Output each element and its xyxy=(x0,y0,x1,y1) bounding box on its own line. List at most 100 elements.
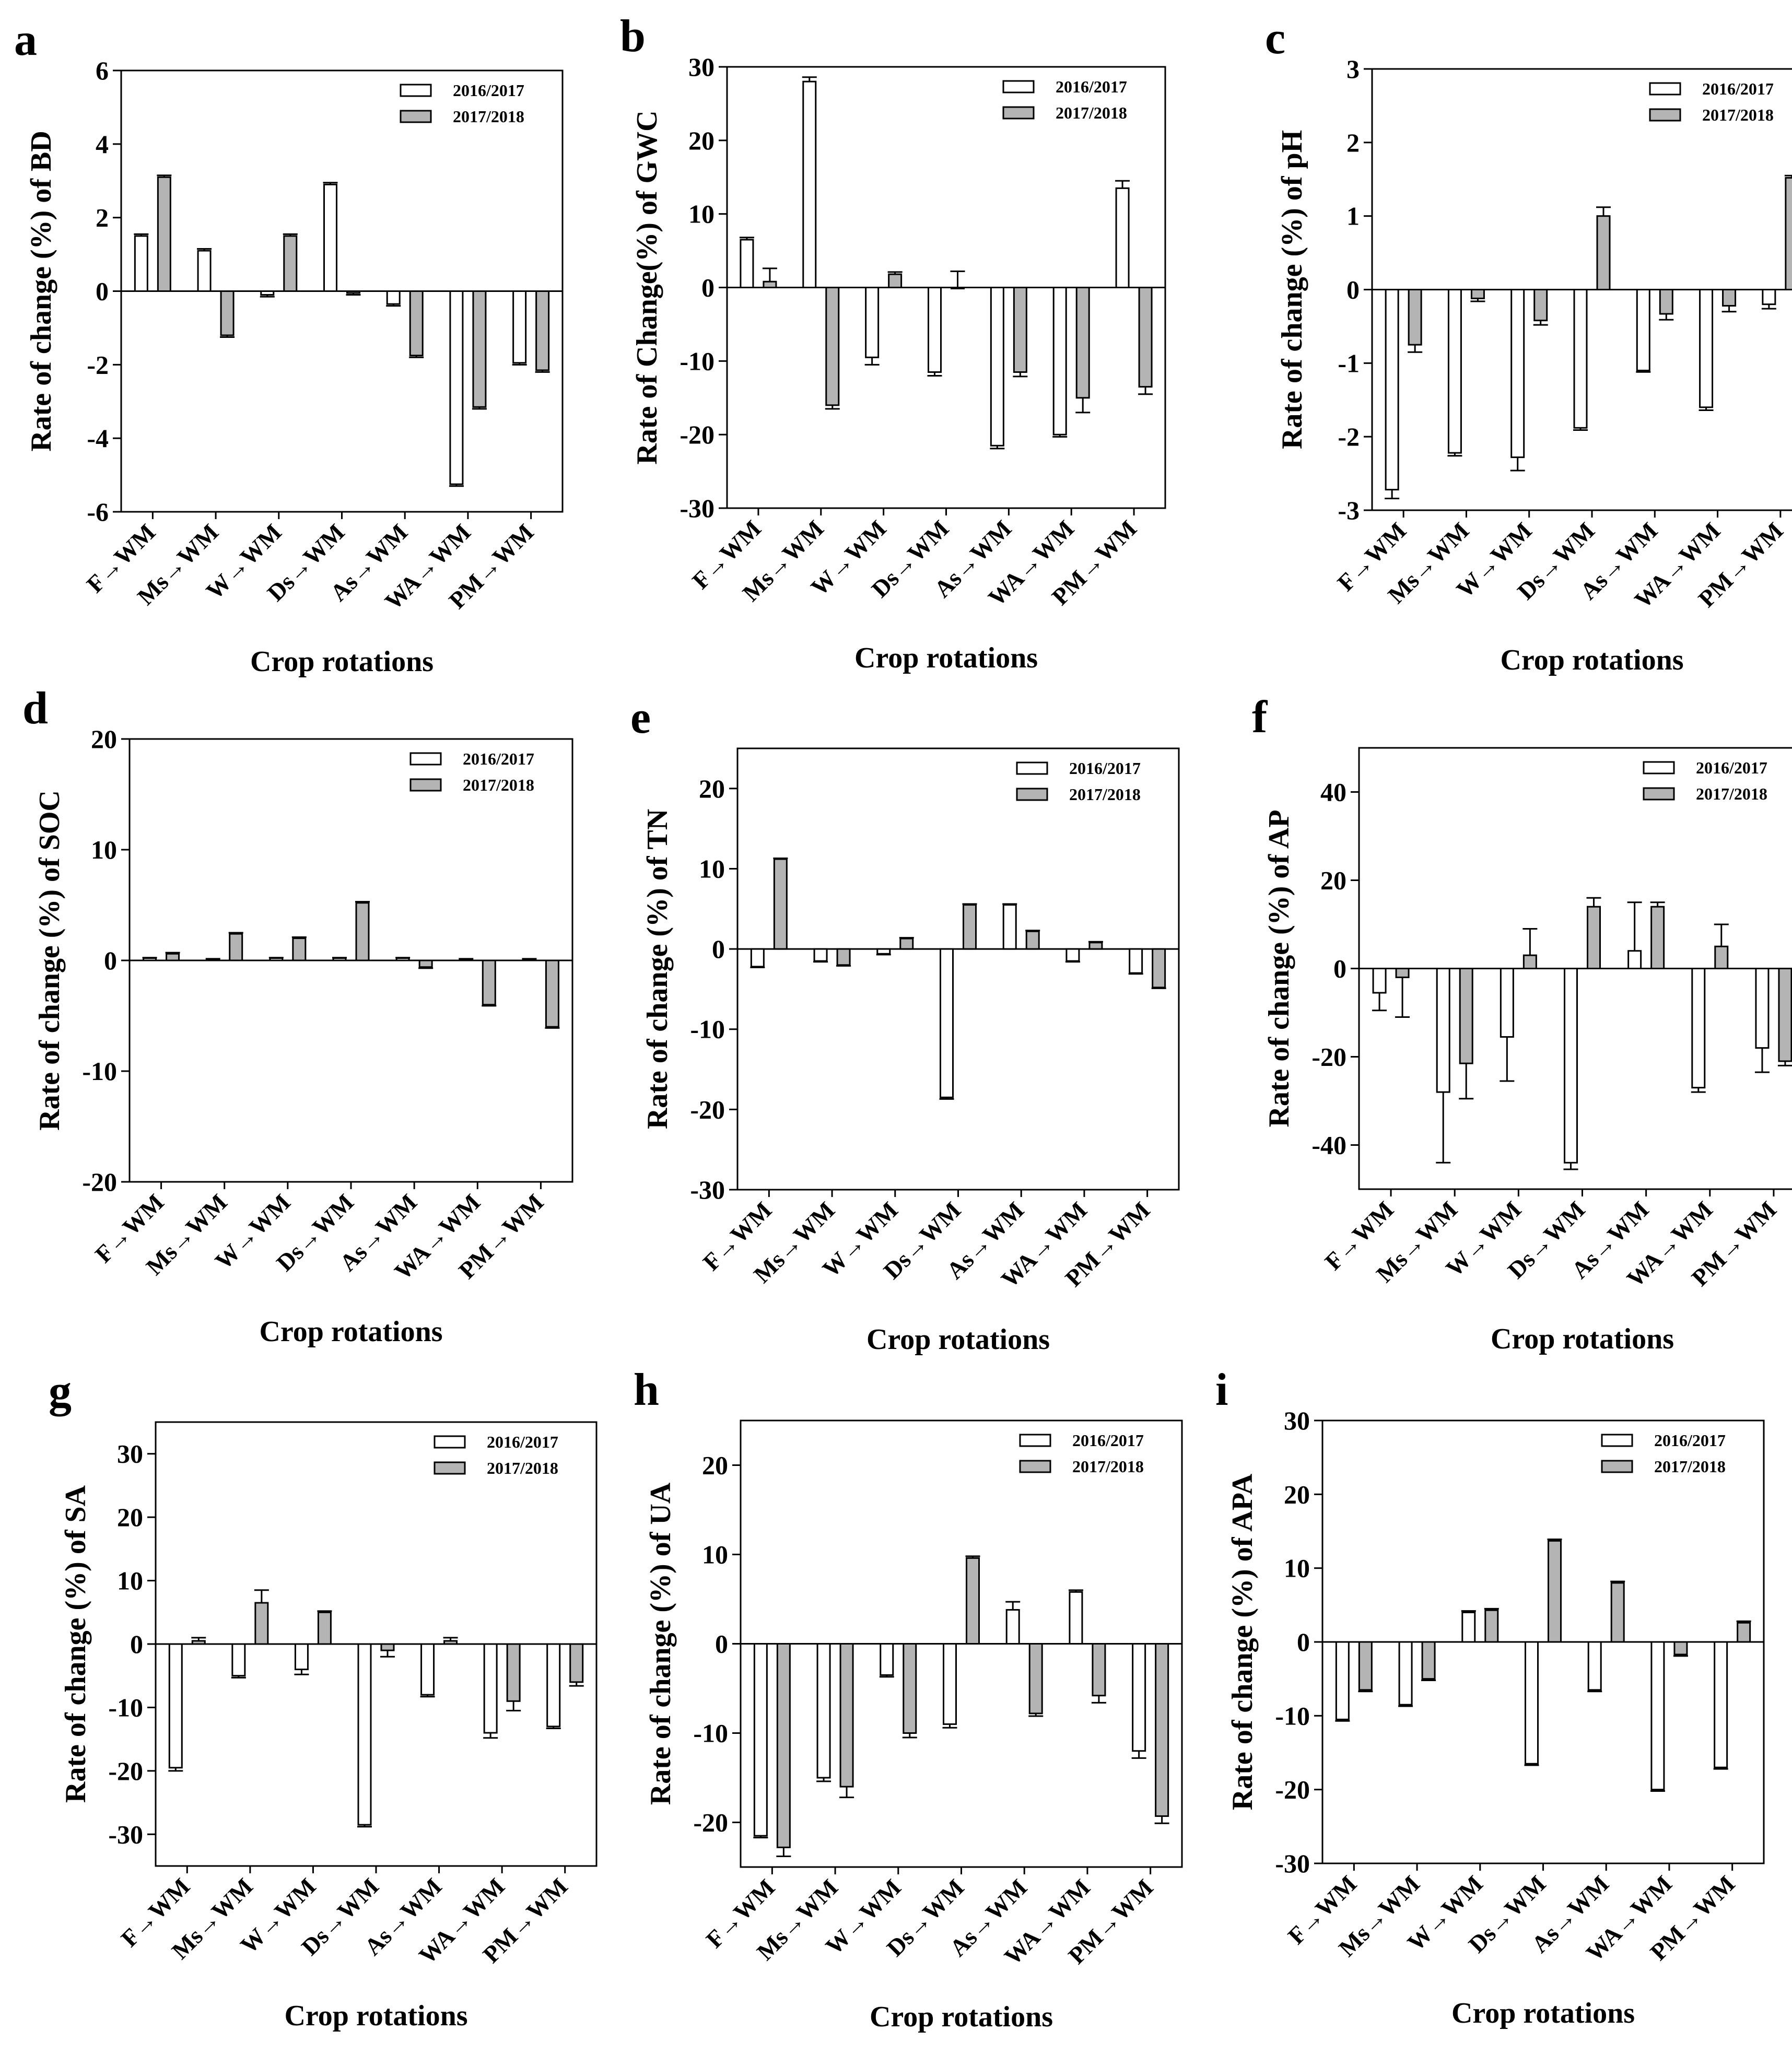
bar-2017-2018 xyxy=(1025,930,1040,950)
bar-2017-2018 xyxy=(535,290,550,371)
bar-2017-2018 xyxy=(888,273,903,289)
bar-2017-2018 xyxy=(220,290,235,336)
bar-2016-2017 xyxy=(260,290,275,296)
bar-2016-2017 xyxy=(231,1643,246,1677)
bar-2016-2017 xyxy=(1398,1641,1413,1706)
bar-2016-2017 xyxy=(750,948,765,968)
y-tick-label: 10 xyxy=(91,835,117,864)
legend-swatch xyxy=(1643,787,1675,801)
y-tick-label: -10 xyxy=(82,1057,117,1086)
bar-2016-2017 xyxy=(323,183,337,292)
bar-2016-2017 xyxy=(802,80,817,289)
bar-2017-2018 xyxy=(229,933,243,961)
y-tick-label: -40 xyxy=(1311,1131,1346,1160)
bar-2016-2017 xyxy=(1115,187,1130,288)
bar-2017-2018 xyxy=(1650,906,1665,969)
bar-2017-2018 xyxy=(380,1643,395,1651)
legend-swatch xyxy=(1601,1460,1633,1473)
y-axis-title: Rate of change (%) of pH xyxy=(1276,130,1308,449)
bar-2016-2017 xyxy=(865,287,880,358)
y-tick-label: 0 xyxy=(715,1629,728,1659)
bar-2017-2018 xyxy=(1088,942,1103,950)
bar-2017-2018 xyxy=(1470,289,1485,299)
y-tick-label: 0 xyxy=(96,277,109,306)
legend-swatch xyxy=(1649,82,1681,96)
bar-2016-2017 xyxy=(1052,287,1067,436)
bar-2017-2018 xyxy=(292,937,307,961)
bar-2017-2018 xyxy=(191,1640,206,1645)
bar-2016-2017 xyxy=(1500,968,1514,1038)
y-tick-label: -20 xyxy=(680,420,715,449)
legend-label: 2016/2017 xyxy=(453,81,524,100)
bar-2017-2018 xyxy=(1714,945,1729,969)
legend-swatch xyxy=(1016,761,1048,775)
panel-letter: b xyxy=(620,11,646,62)
y-tick-label: -4 xyxy=(87,424,109,453)
bar-2016-2017 xyxy=(1755,968,1770,1049)
y-tick-label: -20 xyxy=(82,1167,117,1196)
y-tick-label: 2 xyxy=(1346,128,1360,157)
y-tick-label: -10 xyxy=(693,1719,728,1748)
bar-2017-2018 xyxy=(1785,177,1792,290)
bar-2016-2017 xyxy=(294,1643,309,1671)
y-axis-title: Rate of Change(%) of GWC xyxy=(631,110,663,464)
bar-2017-2018 xyxy=(545,959,559,1028)
bar-2016-2017 xyxy=(1691,968,1706,1089)
bar-2016-2017 xyxy=(1650,1641,1665,1791)
legend-swatch xyxy=(434,1461,466,1475)
legend-label: 2017/2018 xyxy=(1072,1457,1144,1476)
y-axis-title: Rate of change (%) of SA xyxy=(60,1485,92,1803)
y-axis-title: Rate of change (%) of BD xyxy=(25,131,57,451)
bar-2016-2017 xyxy=(1335,1641,1350,1720)
y-tick-label: 20 xyxy=(688,126,715,155)
y-tick-label: 10 xyxy=(117,1566,143,1595)
bar-2017-2018 xyxy=(506,1643,521,1702)
bar-2017-2018 xyxy=(418,959,433,968)
legend-label: 2016/2017 xyxy=(1654,1431,1726,1450)
y-tick-label: -30 xyxy=(690,1175,725,1204)
bar-2016-2017 xyxy=(269,957,284,961)
bar-2016-2017 xyxy=(168,1643,183,1769)
bar-2016-2017 xyxy=(1461,1611,1476,1643)
bar-2016-2017 xyxy=(357,1643,372,1826)
x-axis-title: Crop rotations xyxy=(870,2001,1053,2033)
bar-2016-2017 xyxy=(1069,1591,1083,1645)
y-tick-label: -10 xyxy=(108,1693,143,1722)
bar-2016-2017 xyxy=(143,957,157,961)
y-tick-label: 6 xyxy=(96,56,109,85)
y-tick-label: 20 xyxy=(702,1451,728,1480)
y-tick-label: 30 xyxy=(117,1439,143,1469)
bar-2017-2018 xyxy=(1778,968,1792,1062)
bar-2017-2018 xyxy=(1722,289,1737,307)
legend-swatch xyxy=(409,752,442,766)
bar-2017-2018 xyxy=(1522,954,1537,970)
bar-2016-2017 xyxy=(1627,950,1642,969)
bar-2017-2018 xyxy=(1152,948,1166,989)
legend-label: 2017/2018 xyxy=(487,1459,558,1477)
bar-2017-2018 xyxy=(346,290,360,294)
legend-swatch xyxy=(434,1435,466,1449)
bar-2017-2018 xyxy=(1587,906,1601,969)
bar-2017-2018 xyxy=(776,1643,791,1848)
y-axis-title: Rate of change (%) of UA xyxy=(645,1482,677,1805)
y-axis-title: Rate of change (%) of TN xyxy=(641,809,674,1129)
bar-2016-2017 xyxy=(546,1643,561,1728)
bar-2016-2017 xyxy=(943,1643,957,1725)
plot-frame xyxy=(736,747,1180,1191)
y-tick-label: 20 xyxy=(1284,1480,1310,1509)
y-tick-label: 40 xyxy=(1320,778,1346,807)
bar-2016-2017 xyxy=(386,290,401,305)
y-tick-label: -30 xyxy=(680,494,715,523)
bar-2017-2018 xyxy=(254,1602,269,1645)
bar-2017-2018 xyxy=(1659,289,1673,315)
bar-2016-2017 xyxy=(928,287,942,373)
bar-2016-2017 xyxy=(483,1643,498,1734)
y-tick-label: 0 xyxy=(1297,1627,1310,1657)
legend-swatch xyxy=(1016,788,1048,801)
legend-label: 2016/2017 xyxy=(487,1433,558,1451)
